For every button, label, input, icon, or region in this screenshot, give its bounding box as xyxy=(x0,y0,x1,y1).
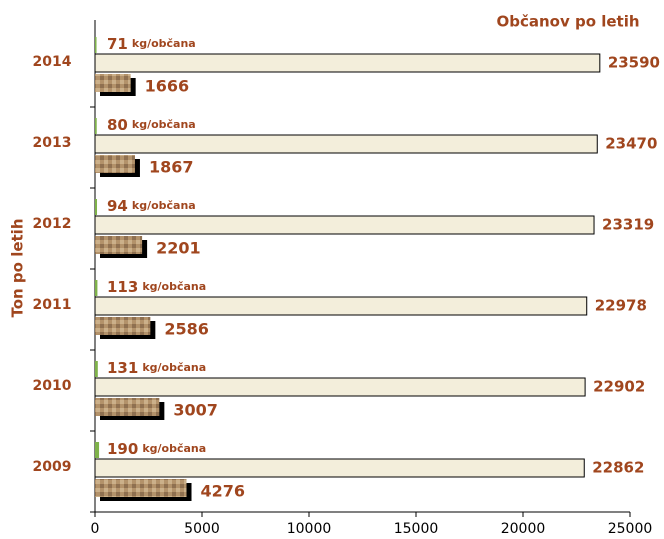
bar xyxy=(95,317,151,335)
data-label: 22902 xyxy=(593,378,645,396)
unit: kg/občana xyxy=(132,118,196,131)
data-label: 80 kg/občana xyxy=(107,116,196,134)
y-tick-label: 2011 xyxy=(33,297,72,313)
value: 94 xyxy=(107,197,128,215)
x-tick-label: 15000 xyxy=(394,521,439,537)
x-tick-label: 0 xyxy=(91,521,100,537)
y-axis-title: Ton po letih xyxy=(9,218,27,317)
bar xyxy=(95,236,143,254)
bar xyxy=(94,134,598,154)
bar xyxy=(95,74,131,92)
data-label: 190 kg/občana xyxy=(107,440,206,458)
value: 71 xyxy=(107,35,128,53)
bar xyxy=(94,215,595,235)
y-tick-label: 2013 xyxy=(33,135,72,151)
y-tick-label: 2012 xyxy=(33,216,72,232)
bar xyxy=(95,280,98,296)
bar xyxy=(94,458,585,478)
y-tick-label: 2009 xyxy=(33,459,72,475)
unit: kg/občana xyxy=(132,199,196,212)
data-label: 113 kg/občana xyxy=(107,278,206,296)
y-tick-label: 2010 xyxy=(33,378,72,394)
unit: kg/občana xyxy=(142,442,206,455)
x-tick-label: 20000 xyxy=(501,521,546,537)
bar xyxy=(95,361,98,377)
data-label: 1666 xyxy=(145,77,190,96)
y-tick-label: 2014 xyxy=(33,54,72,70)
bar xyxy=(95,155,135,173)
bar xyxy=(94,53,601,73)
data-label: 22862 xyxy=(592,459,644,477)
x-tick-label: 25000 xyxy=(608,521,653,537)
bar xyxy=(95,479,187,497)
data-label: 22978 xyxy=(595,297,647,315)
data-label: 4276 xyxy=(201,482,246,501)
bar xyxy=(95,118,97,134)
data-label: 131 kg/občana xyxy=(107,359,206,377)
data-label: 23590 xyxy=(608,54,660,72)
data-label: 23470 xyxy=(605,135,657,153)
unit: kg/občana xyxy=(142,361,206,374)
x-tick-label: 10000 xyxy=(287,521,332,537)
data-label: 3007 xyxy=(173,401,218,420)
data-label: 2201 xyxy=(156,239,201,258)
series-label: Občanov po letih xyxy=(496,13,639,31)
bar xyxy=(95,398,160,416)
value: 80 xyxy=(107,116,128,134)
unit: kg/občana xyxy=(132,37,196,50)
data-label: 23319 xyxy=(602,216,654,234)
data-label: 94 kg/občana xyxy=(107,197,196,215)
data-label: 1867 xyxy=(149,158,194,177)
bar xyxy=(95,442,100,458)
data-label: 71 kg/občana xyxy=(107,35,196,53)
bar xyxy=(94,296,588,316)
bar xyxy=(95,37,97,53)
bar xyxy=(95,199,98,215)
value: 131 xyxy=(107,359,138,377)
unit: kg/občana xyxy=(142,280,206,293)
bar xyxy=(94,377,586,397)
value: 113 xyxy=(107,278,138,296)
x-tick-label: 5000 xyxy=(184,521,220,537)
data-label: 2586 xyxy=(164,320,209,339)
value: 190 xyxy=(107,440,138,458)
